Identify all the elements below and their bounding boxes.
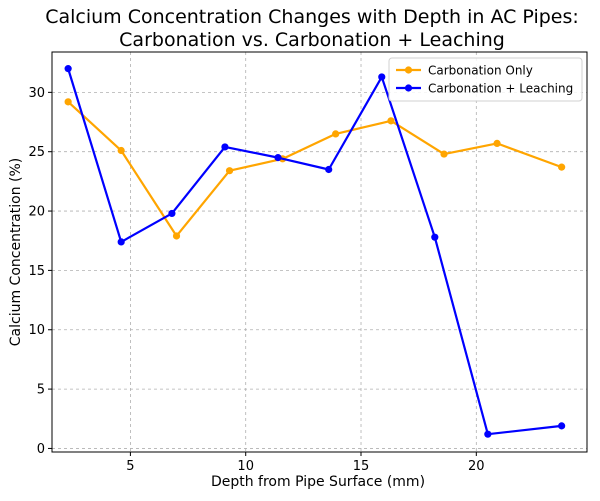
data-point [387, 117, 395, 125]
legend-label: Carbonation Only [428, 64, 533, 78]
axis-ticks: 5 10 15 20 0 5 10 15 20 25 30 [28, 86, 484, 474]
data-point [558, 163, 566, 171]
data-point [332, 130, 340, 138]
y-tick-label: 0 [37, 442, 45, 457]
series-line [67, 101, 563, 238]
data-point [274, 154, 282, 162]
series-2 [64, 65, 566, 438]
legend-label: Carbonation + Leaching [428, 82, 573, 96]
data-point [117, 146, 125, 155]
data-point [440, 150, 448, 158]
y-tick-label: 15 [28, 264, 45, 279]
y-tick-label: 5 [37, 383, 45, 398]
data-point [325, 165, 333, 174]
series-layer [64, 65, 566, 438]
chart-title-line-1: Calcium Concentration Changes with Depth… [45, 6, 579, 28]
data-point [493, 139, 501, 147]
plot-frame [51, 51, 588, 453]
legend-swatch-marker [404, 84, 413, 92]
legend-entry: Carbonation Only [396, 64, 533, 78]
y-axis-label: Calcium Concentration (%) [8, 158, 24, 347]
data-point [378, 73, 386, 81]
grid [52, 52, 587, 452]
x-tick-label: 5 [126, 459, 134, 474]
x-tick-label: 20 [468, 459, 485, 474]
data-point [168, 209, 176, 218]
data-point [64, 65, 72, 73]
chart-title-line-2: Carbonation vs. Carbonation + Leaching [119, 29, 505, 51]
series-line [67, 68, 562, 436]
x-tick-label: 10 [237, 459, 254, 474]
legend-box [388, 57, 583, 102]
data-point [431, 233, 439, 241]
x-axis-label: Depth from Pipe Surface (mm) [211, 474, 425, 490]
data-point [221, 143, 229, 151]
data-point [225, 167, 234, 175]
data-point [172, 232, 181, 240]
chart-title: Calcium Concentration Changes with Depth… [45, 6, 579, 51]
x-tick-label: 15 [353, 459, 370, 474]
y-tick-label: 25 [28, 145, 45, 160]
data-point [117, 238, 125, 246]
y-tick-label: 10 [28, 323, 45, 338]
data-point [64, 98, 72, 106]
legend-entry: Carbonation + Leaching [396, 82, 573, 96]
data-point [558, 422, 566, 430]
legend: Carbonation Only Carbonation + Leaching [388, 57, 583, 102]
legend-swatch-marker [404, 66, 413, 74]
data-point [484, 430, 492, 438]
series-1 [64, 98, 566, 240]
y-tick-label: 20 [28, 205, 45, 220]
y-tick-label: 30 [28, 86, 45, 101]
